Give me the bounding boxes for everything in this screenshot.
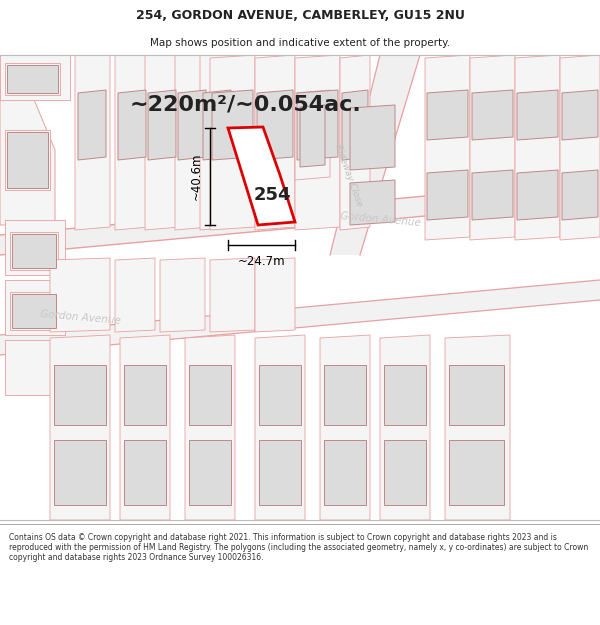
Polygon shape [124, 440, 166, 505]
Polygon shape [50, 258, 110, 332]
Text: Rideway Close: Rideway Close [332, 142, 364, 208]
Text: ~40.6m: ~40.6m [190, 152, 203, 200]
Polygon shape [517, 170, 558, 220]
Polygon shape [228, 127, 295, 225]
Polygon shape [295, 90, 330, 180]
Text: 254: 254 [253, 186, 291, 204]
Text: Gordon Avenue: Gordon Avenue [340, 211, 421, 229]
Polygon shape [259, 365, 301, 425]
Polygon shape [120, 335, 170, 520]
Polygon shape [54, 365, 106, 425]
Polygon shape [0, 280, 600, 355]
Polygon shape [12, 294, 56, 328]
Polygon shape [75, 55, 110, 230]
Polygon shape [324, 440, 366, 505]
Polygon shape [515, 55, 560, 240]
Polygon shape [0, 180, 600, 255]
Polygon shape [5, 280, 65, 335]
Polygon shape [517, 90, 558, 140]
Polygon shape [5, 63, 60, 95]
Polygon shape [425, 55, 470, 240]
Polygon shape [200, 55, 235, 230]
Polygon shape [340, 55, 370, 230]
Polygon shape [203, 90, 231, 160]
Polygon shape [124, 365, 166, 425]
Polygon shape [300, 105, 325, 167]
Polygon shape [324, 365, 366, 425]
Polygon shape [160, 258, 205, 332]
Polygon shape [54, 440, 106, 505]
Polygon shape [175, 55, 210, 230]
Polygon shape [148, 90, 176, 160]
Polygon shape [449, 440, 504, 505]
Polygon shape [384, 440, 426, 505]
Polygon shape [350, 105, 395, 170]
Text: Gordon Avenue: Gordon Avenue [40, 309, 121, 326]
Text: ~24.7m: ~24.7m [238, 255, 286, 268]
Polygon shape [189, 440, 231, 505]
Polygon shape [210, 258, 255, 332]
Text: ~220m²/~0.054ac.: ~220m²/~0.054ac. [130, 95, 362, 115]
Polygon shape [78, 90, 106, 160]
Polygon shape [185, 335, 235, 520]
Polygon shape [330, 55, 420, 255]
Text: Contains OS data © Crown copyright and database right 2021. This information is : Contains OS data © Crown copyright and d… [9, 532, 588, 562]
Polygon shape [259, 440, 301, 505]
Polygon shape [118, 90, 146, 160]
Polygon shape [50, 335, 110, 520]
Polygon shape [5, 130, 50, 190]
Polygon shape [5, 220, 65, 275]
Polygon shape [0, 90, 55, 225]
Text: Map shows position and indicative extent of the property.: Map shows position and indicative extent… [150, 38, 450, 48]
Polygon shape [384, 365, 426, 425]
Polygon shape [472, 90, 513, 140]
Polygon shape [212, 90, 253, 160]
Polygon shape [470, 55, 515, 240]
Polygon shape [257, 90, 293, 160]
Polygon shape [255, 335, 305, 520]
Polygon shape [255, 55, 295, 230]
Polygon shape [342, 90, 368, 160]
Polygon shape [472, 170, 513, 220]
Polygon shape [10, 292, 58, 330]
Polygon shape [562, 170, 598, 220]
Polygon shape [350, 180, 395, 225]
Polygon shape [255, 258, 295, 332]
Polygon shape [145, 55, 180, 230]
Polygon shape [295, 55, 340, 230]
Polygon shape [178, 90, 206, 160]
Polygon shape [7, 132, 48, 188]
Polygon shape [210, 55, 255, 230]
Polygon shape [115, 258, 155, 332]
Polygon shape [445, 335, 510, 520]
Polygon shape [560, 55, 600, 240]
Polygon shape [7, 65, 58, 93]
Polygon shape [562, 90, 598, 140]
Polygon shape [449, 365, 504, 425]
Polygon shape [189, 365, 231, 425]
Polygon shape [427, 90, 468, 140]
Polygon shape [380, 335, 430, 520]
Polygon shape [10, 232, 58, 270]
Polygon shape [320, 335, 370, 520]
Polygon shape [427, 170, 468, 220]
Text: 254, GORDON AVENUE, CAMBERLEY, GU15 2NU: 254, GORDON AVENUE, CAMBERLEY, GU15 2NU [136, 9, 464, 22]
Polygon shape [5, 340, 65, 395]
Polygon shape [297, 90, 338, 160]
Polygon shape [0, 55, 70, 100]
Polygon shape [115, 55, 150, 230]
Polygon shape [12, 234, 56, 268]
